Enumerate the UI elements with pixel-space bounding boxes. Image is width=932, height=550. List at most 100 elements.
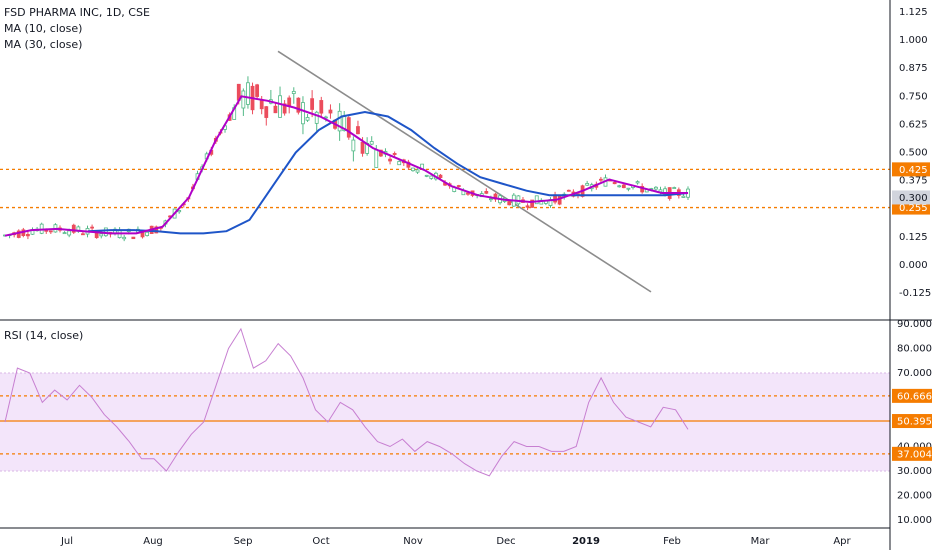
candle-body bbox=[617, 185, 622, 188]
price-tick-label: 1.000 bbox=[899, 35, 928, 46]
candle-body bbox=[654, 186, 658, 190]
candle-body bbox=[346, 117, 351, 138]
legend-rsi: RSI (14, close) bbox=[4, 329, 84, 342]
candle-body bbox=[566, 189, 571, 192]
rsi-tag bbox=[892, 388, 932, 403]
time-tick-label: Aug bbox=[143, 536, 163, 547]
candle-body bbox=[154, 226, 159, 234]
candle-body bbox=[319, 100, 324, 114]
candle-body bbox=[612, 182, 617, 185]
price-tick-label: 0.000 bbox=[899, 260, 928, 271]
candle-body bbox=[397, 161, 402, 166]
candle-body bbox=[681, 195, 686, 198]
candle-body bbox=[411, 167, 415, 172]
candle-body bbox=[296, 97, 301, 113]
candle-body bbox=[621, 184, 626, 189]
trendline[interactable] bbox=[277, 50, 652, 293]
candle-body bbox=[507, 201, 512, 206]
candle-body bbox=[282, 103, 287, 114]
candle-body bbox=[585, 183, 590, 186]
candle-body bbox=[314, 111, 319, 124]
price-tag-label: 0.425 bbox=[899, 165, 928, 176]
time-tick-label: Mar bbox=[751, 536, 771, 547]
candle-body bbox=[48, 230, 53, 233]
price-tick-label: 0.375 bbox=[899, 176, 928, 187]
candle-body bbox=[328, 109, 333, 114]
candle-body bbox=[599, 178, 603, 181]
candle-body bbox=[145, 231, 150, 236]
candle-body bbox=[525, 205, 530, 208]
candle-body bbox=[291, 90, 296, 94]
time-tick-label: 2019 bbox=[572, 536, 600, 547]
candle-body bbox=[103, 227, 108, 237]
candle-body bbox=[273, 105, 278, 114]
candle-body bbox=[305, 117, 310, 121]
candle-body bbox=[241, 90, 246, 109]
time-tick-label: Sep bbox=[234, 536, 253, 547]
candle-body bbox=[255, 84, 260, 97]
candle-body bbox=[392, 153, 397, 155]
candle-body bbox=[26, 234, 30, 237]
price-tag bbox=[892, 162, 930, 177]
candle-body bbox=[62, 232, 67, 235]
rsi-pane bbox=[0, 327, 890, 477]
candle-body bbox=[122, 236, 127, 240]
price-tick-label: -0.125 bbox=[899, 288, 931, 299]
ma10-line[interactable] bbox=[4, 95, 688, 237]
rsi-tag-label: 60.6662 bbox=[897, 391, 932, 402]
candle-body bbox=[90, 226, 94, 229]
time-tick-label: Apr bbox=[833, 536, 851, 547]
candle-body bbox=[81, 233, 85, 236]
candle-body bbox=[663, 188, 667, 195]
candle-body bbox=[415, 169, 420, 173]
candle-body bbox=[369, 141, 374, 145]
rsi-tag-label: 37.0043 bbox=[897, 449, 932, 460]
candle-body bbox=[310, 98, 315, 110]
candle-body bbox=[360, 141, 365, 154]
candle-body bbox=[635, 181, 640, 184]
time-tick-label: Nov bbox=[403, 536, 423, 547]
candle-body bbox=[99, 233, 104, 237]
candle-body bbox=[16, 230, 21, 238]
time-tick-label: Dec bbox=[496, 536, 515, 547]
candle-body bbox=[131, 236, 136, 240]
candle-body bbox=[466, 192, 470, 195]
candle-body bbox=[356, 126, 360, 135]
candle-body bbox=[438, 174, 443, 179]
candle-body bbox=[424, 174, 429, 177]
candle-body bbox=[259, 99, 264, 110]
candle-body bbox=[264, 106, 269, 118]
candle-body bbox=[337, 110, 342, 132]
rsi-line[interactable] bbox=[4, 327, 689, 477]
price-pane bbox=[0, 50, 890, 293]
price-tick-label: 0.625 bbox=[899, 119, 928, 130]
candle-body bbox=[71, 224, 76, 233]
candle-body bbox=[456, 185, 461, 187]
price-tick-label: 0.500 bbox=[899, 148, 928, 159]
price-tick-label: 0.750 bbox=[899, 91, 928, 102]
price-tag-label: 0.255 bbox=[899, 203, 928, 214]
candle-body bbox=[351, 139, 356, 152]
candle-body bbox=[301, 102, 305, 125]
candle-body bbox=[484, 191, 489, 194]
candle-body bbox=[323, 116, 328, 119]
price-tick-label: 1.125 bbox=[899, 7, 928, 18]
candle-body bbox=[374, 149, 379, 168]
time-tick-label: Jul bbox=[60, 536, 73, 547]
legend-ma10: MA (10, close) bbox=[4, 22, 83, 35]
rsi-tag-label: 50.3951 bbox=[897, 417, 932, 428]
price-tag-label: 0.300 bbox=[899, 193, 928, 204]
ma30-line[interactable] bbox=[87, 110, 689, 235]
candle-body bbox=[672, 187, 677, 189]
time-tick-label: Oct bbox=[312, 536, 329, 547]
candle-body bbox=[488, 198, 493, 201]
price-tick-label: 0.125 bbox=[899, 232, 928, 243]
